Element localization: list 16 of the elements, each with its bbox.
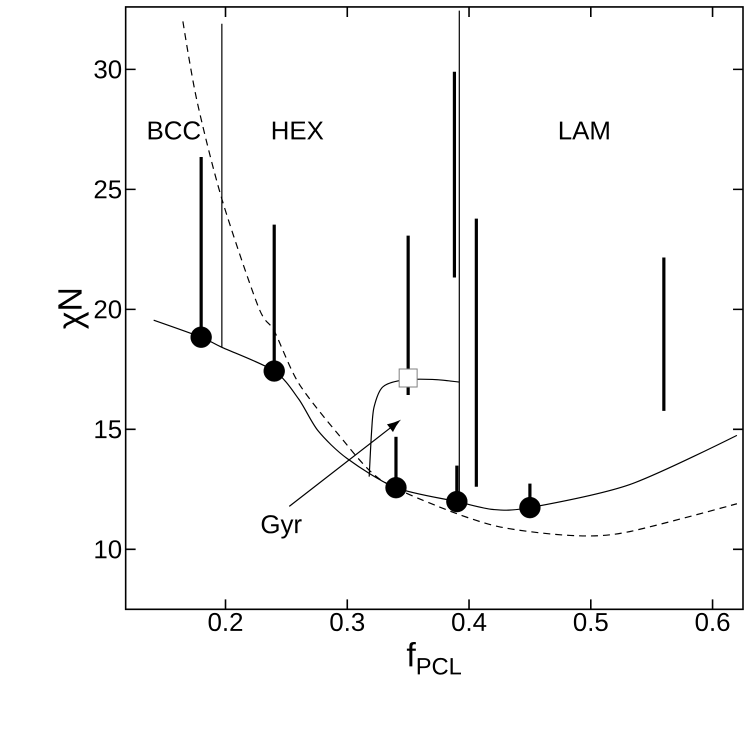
annotation: LAM <box>560 122 609 140</box>
x-axis-title: f$_{PCL}$ <box>406 642 461 675</box>
annotation: BCC <box>148 121 200 140</box>
x-tick-label: 0.2 <box>208 612 242 632</box>
x-tick-label: 0.6 <box>696 612 730 632</box>
x-tick-label: 0.5 <box>574 612 608 632</box>
y-axis-title: χN <box>58 290 89 329</box>
y-tick-label: 10 <box>95 540 122 558</box>
annotation: Gyr <box>262 515 302 539</box>
y-tick-label: 15 <box>95 420 122 438</box>
y-tick-label: 20 <box>94 300 122 319</box>
x-tick-label: 0.4 <box>452 612 486 632</box>
y-tick-label: 30 <box>94 60 122 79</box>
y-tick-label: 25 <box>94 180 122 199</box>
x-tick-label: 0.3 <box>330 612 364 632</box>
annotation: HEX <box>272 122 324 140</box>
